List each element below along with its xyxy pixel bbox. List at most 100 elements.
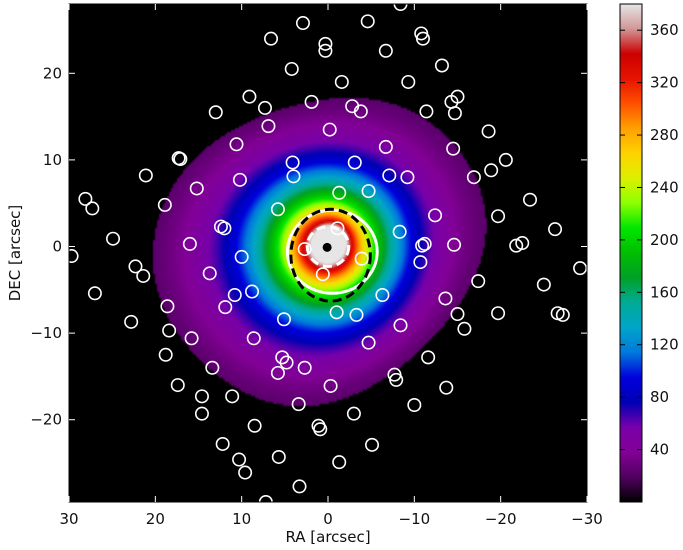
galaxy-marker	[400, 170, 415, 185]
galaxy-marker	[466, 170, 481, 185]
galaxy-marker	[182, 236, 197, 251]
galaxy-marker	[194, 389, 209, 404]
colorbar-tick-label: 360	[650, 21, 679, 39]
galaxy-marker	[285, 155, 300, 170]
galaxy-marker	[491, 306, 506, 321]
galaxy-marker	[523, 192, 538, 207]
galaxy-marker	[332, 455, 347, 470]
galaxy-marker	[242, 89, 257, 104]
galaxy-marker	[238, 465, 253, 480]
galaxy-marker	[53, 219, 65, 231]
galaxy-marker	[548, 222, 563, 237]
y-tick-label: 0	[52, 238, 62, 256]
galaxy-marker	[313, 422, 328, 437]
colorbar-tick-label: 40	[650, 441, 669, 459]
x-tick-label: 0	[323, 510, 333, 528]
y-axis-label: DEC [arcsec]	[6, 205, 24, 302]
galaxy-marker	[360, 14, 375, 29]
galaxy-marker	[271, 449, 286, 464]
galaxy-marker	[229, 137, 244, 152]
galaxy-marker	[128, 259, 143, 274]
galaxy-marker	[234, 249, 249, 264]
galaxy-marker	[434, 58, 449, 73]
galaxy-marker	[124, 314, 139, 329]
galaxy-marker	[284, 61, 299, 76]
galaxy-marker	[354, 251, 369, 266]
x-tick-label: −20	[485, 510, 517, 528]
galaxy-marker	[365, 437, 380, 452]
x-tick-label: 30	[59, 510, 78, 528]
galaxy-marker	[270, 365, 285, 380]
y-axis-ticks: 20 10 0 −10 −20	[30, 64, 587, 429]
galaxy-marker	[160, 299, 175, 314]
galaxy-markers	[53, 4, 604, 502]
galaxy-marker	[202, 266, 217, 281]
galaxy-marker	[439, 380, 454, 395]
galaxy-marker	[481, 124, 496, 139]
galaxy-marker	[279, 355, 294, 370]
galaxy-marker	[393, 318, 408, 333]
colorbar-frame	[619, 3, 643, 503]
galaxy-marker	[323, 378, 338, 393]
galaxy-marker	[450, 307, 465, 322]
galaxy-marker	[232, 452, 247, 467]
galaxy-marker	[415, 31, 430, 46]
galaxy-marker	[419, 104, 434, 119]
galaxy-marker	[378, 139, 393, 154]
colorbar-fill	[620, 4, 642, 502]
y-tick-label: 10	[43, 151, 62, 169]
colorbar-tick-label: 240	[650, 178, 679, 196]
galaxy-marker	[78, 191, 93, 206]
galaxy-marker	[592, 291, 604, 303]
y-tick-label: −10	[30, 324, 62, 342]
galaxy-marker	[318, 36, 333, 51]
colorbar-ticks: 40 80 120 160 200 240 280 320 360	[620, 21, 679, 459]
galaxy-marker	[218, 300, 233, 315]
galaxy-marker	[484, 163, 499, 178]
galaxy-marker	[189, 181, 204, 196]
galaxy-marker	[157, 197, 172, 212]
galaxy-marker	[158, 347, 173, 362]
galaxy-marker	[329, 305, 344, 320]
galaxy-marker	[491, 209, 506, 224]
galaxy-marker	[353, 104, 368, 119]
galaxy-marker	[332, 185, 347, 200]
galaxy-marker	[498, 152, 513, 167]
density-heatmap	[69, 4, 587, 502]
x-tick-label: −30	[571, 510, 603, 528]
galaxy-marker	[87, 286, 102, 301]
galaxy-marker	[536, 277, 551, 292]
galaxy-marker	[378, 43, 393, 58]
galaxy-marker	[375, 288, 390, 303]
galaxy-marker	[225, 389, 240, 404]
galaxy-marker	[392, 224, 407, 239]
galaxy-marker	[382, 168, 397, 183]
white-dashed-inner-contour	[305, 225, 351, 268]
colorbar-tick-label: 200	[650, 231, 679, 249]
plot-area: 30 20 10 0 −10 −20 −30 20 10 0 −10 −20	[30, 3, 604, 528]
galaxy-marker	[286, 169, 301, 184]
galaxy-marker	[173, 152, 188, 167]
galaxy-marker	[515, 236, 530, 251]
colorbar: 40 80 120 160 200 240 280 320 360	[619, 3, 679, 503]
galaxy-marker	[227, 288, 242, 303]
galaxy-marker	[417, 236, 432, 251]
galaxy-marker	[136, 268, 151, 283]
colorbar-tick-label: 120	[650, 336, 679, 354]
galaxy-marker	[257, 100, 272, 115]
galaxy-marker	[184, 331, 199, 346]
contours-layer	[285, 207, 379, 303]
galaxy-marker	[215, 436, 230, 451]
galaxy-marker	[509, 238, 524, 253]
galaxy-marker	[217, 221, 232, 236]
galaxy-marker	[457, 321, 472, 336]
galaxy-marker	[205, 360, 220, 375]
galaxy-marker	[471, 274, 486, 289]
galaxy-marker	[292, 479, 307, 494]
galaxy-marker	[446, 141, 461, 156]
galaxy-marker	[162, 323, 177, 338]
galaxy-marker	[413, 255, 428, 270]
galaxy-marker	[291, 397, 306, 412]
galaxy-marker	[334, 74, 349, 89]
